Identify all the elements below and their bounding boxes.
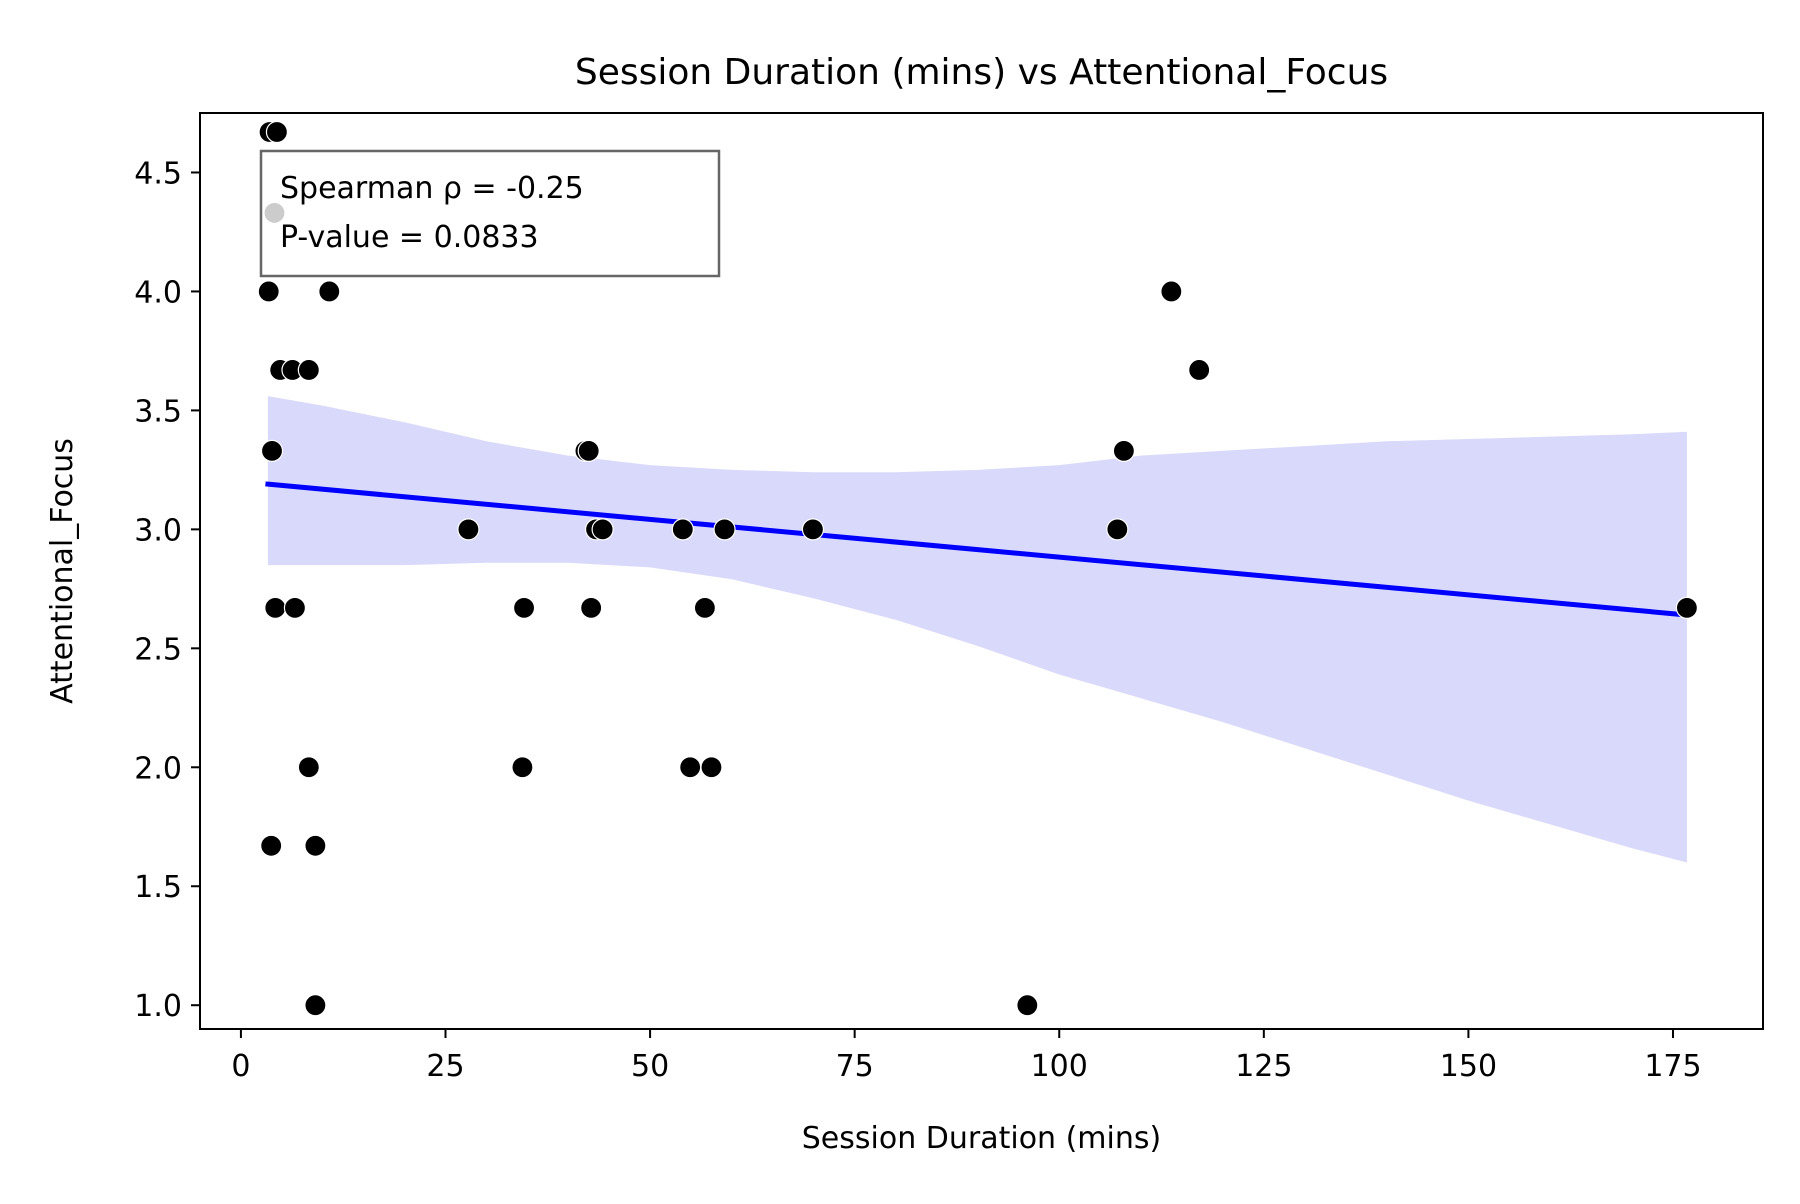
stats-annotation: Spearman ρ = -0.25 P-value = 0.0833 [259, 149, 721, 278]
data-point [283, 596, 307, 619]
p-value-text: P-value = 0.0833 [280, 220, 539, 255]
regression-line-layer [265, 481, 1690, 618]
x-axis-label: Session Duration (mins) [802, 1121, 1161, 1156]
data-point [457, 518, 480, 541]
plot-frame [199, 112, 1764, 1030]
x-tick-label: 50 [631, 1049, 669, 1084]
y-tick-label: 4.5 [134, 156, 182, 191]
y-tick-label: 3.0 [134, 513, 182, 548]
data-point [512, 596, 536, 619]
x-axis-ticks: 0 25 50 75 100 125 150 175 [231, 1029, 1702, 1084]
data-point [1016, 994, 1039, 1017]
y-tick-label: 1.0 [134, 989, 182, 1024]
data-point [700, 756, 723, 779]
data-point [297, 756, 320, 779]
data-point [265, 120, 289, 144]
x-tick-label: 100 [1031, 1049, 1088, 1084]
data-point [260, 439, 284, 462]
y-tick-label: 2.5 [134, 632, 182, 667]
regression-line [265, 481, 1690, 618]
data-point [1106, 518, 1129, 541]
data-point [679, 756, 702, 779]
y-axis-label: Attentional_Focus [45, 438, 80, 704]
data-point [580, 596, 603, 619]
data-point [304, 834, 327, 857]
confidence-band-layer [267, 396, 1687, 863]
data-point [297, 358, 320, 382]
y-tick-label: 4.0 [134, 275, 182, 310]
data-point [1112, 439, 1135, 462]
x-tick-label: 150 [1440, 1049, 1497, 1084]
y-axis-ticks: 1.0 1.5 2.0 2.5 3.0 3.5 4.0 4.5 [134, 156, 200, 1024]
data-point [591, 518, 614, 541]
data-point [511, 756, 534, 779]
y-tick-label: 2.0 [134, 751, 182, 786]
spearman-rho-text: Spearman ρ = -0.25 [280, 171, 584, 206]
data-point [713, 518, 736, 541]
stats-annotation-frame [259, 149, 721, 278]
x-tick-label: 175 [1644, 1049, 1701, 1084]
confidence-band [267, 396, 1687, 863]
x-tick-label: 125 [1235, 1049, 1292, 1084]
data-point [318, 280, 341, 303]
data-point [1188, 358, 1211, 382]
data-point [671, 518, 694, 541]
chart-title: Session Duration (mins) vs Attentional_F… [575, 52, 1388, 93]
data-point [801, 518, 825, 541]
data-point [693, 596, 717, 619]
y-tick-label: 3.5 [134, 394, 182, 429]
y-tick-label: 1.5 [134, 870, 182, 905]
x-tick-label: 25 [426, 1049, 464, 1084]
data-point [1160, 280, 1183, 303]
x-tick-label: 75 [836, 1049, 874, 1084]
data-point [260, 834, 283, 857]
data-point [264, 596, 287, 619]
points-layer [257, 120, 1698, 1017]
x-tick-label: 0 [231, 1049, 250, 1084]
data-point [577, 439, 600, 462]
data-point [1675, 596, 1698, 619]
data-point [257, 280, 280, 303]
data-point [304, 994, 327, 1017]
